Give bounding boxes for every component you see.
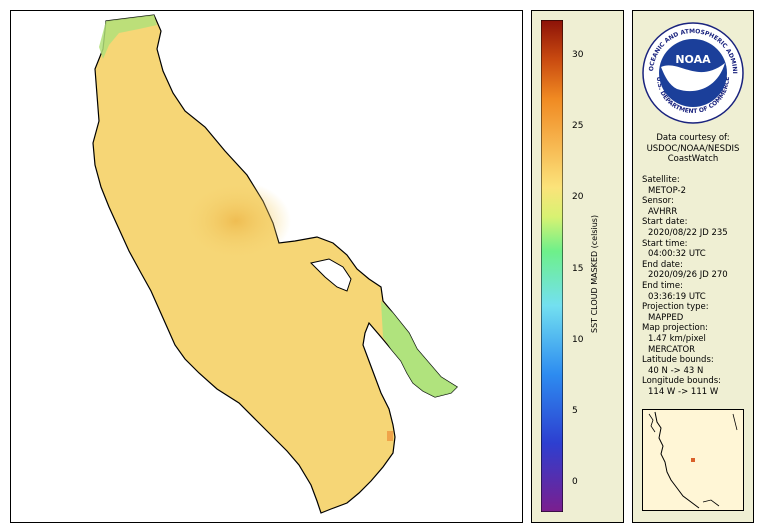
north-arm-cool-edge [99, 15, 157, 59]
metadata-value: MERCATOR [648, 344, 696, 355]
metadata-label: Longitude bounds: [642, 376, 722, 387]
courtesy-block: Data courtesy of: USDOC/NOAA/NESDIS Coas… [633, 133, 753, 165]
colorbar-tick-2: 10 [572, 334, 584, 345]
colorbar-gradient [541, 20, 563, 512]
metadata-label: Satellite: [642, 175, 680, 185]
noaa-logo: NATIONAL OCEANIC AND ATMOSPHERIC ADMINIS… [639, 19, 744, 124]
metadata-label: Latitude bounds: [642, 355, 714, 366]
colorbar-tick-3: 15 [572, 263, 584, 274]
metadata-value: AVHRR [648, 206, 678, 217]
metadata-value: 1.47 km/pixel [648, 333, 706, 344]
colorbar-tick-5: 25 [572, 120, 584, 131]
metadata-value: METOP-2 [648, 185, 687, 196]
metadata-label: End date: [642, 259, 683, 270]
island [310, 258, 352, 292]
colorbar-tick-4: 20 [572, 192, 584, 203]
location-marker [691, 458, 695, 462]
metadata-label: Start time: [642, 238, 688, 249]
colorbar-tick-1: 5 [572, 406, 578, 417]
metadata-value: MAPPED [648, 312, 684, 323]
metadata-label: Map projection: [642, 323, 708, 334]
map-panel [10, 10, 523, 523]
metadata-value: 03:36:19 UTC [648, 291, 706, 302]
warm-spot [387, 431, 393, 441]
metadata-value: 2020/09/26 JD 270 [648, 270, 728, 281]
metadata-list: Satellite: METOP-2 Sensor: AVHRR Start date:… [642, 175, 728, 397]
colorbar-panel: 0 5 10 15 20 25 30 SST CLOUD MASKED (celsius) [531, 10, 624, 523]
info-panel: NATIONAL OCEANIC AND ATMOSPHERIC ADMINIS… [632, 10, 754, 523]
courtesy-line2: USDOC/NOAA/NESDIS [646, 143, 740, 154]
great-salt-lake [92, 14, 458, 514]
metadata-label: Sensor: [642, 196, 674, 207]
seagull-icon [661, 63, 725, 92]
metadata-label: End time: [642, 280, 683, 291]
courtesy-line1: Data courtesy of: [656, 133, 730, 143]
metadata-value: 04:00:32 UTC [648, 249, 706, 260]
metadata-value: 114 W -> 111 W [648, 386, 719, 397]
locator-inset-map [642, 409, 744, 511]
metadata-value: 40 N -> 43 N [648, 365, 704, 376]
colorbar-tick-0: 0 [572, 477, 578, 488]
logo-center-text: NOAA [675, 53, 711, 66]
courtesy-line3: CoastWatch [667, 154, 719, 164]
metadata-label: Projection type: [642, 302, 709, 313]
colorbar-tick-6: 30 [572, 49, 584, 60]
metadata-label: Start date: [642, 217, 688, 228]
colorbar-label: SST CLOUD MASKED (celsius) [590, 214, 599, 333]
lake-map [92, 14, 458, 514]
metadata-value: 2020/08/22 JD 235 [648, 227, 728, 238]
lake-body [92, 14, 458, 514]
locator-map [648, 411, 738, 509]
bear-river-bay-cool [381, 301, 457, 397]
